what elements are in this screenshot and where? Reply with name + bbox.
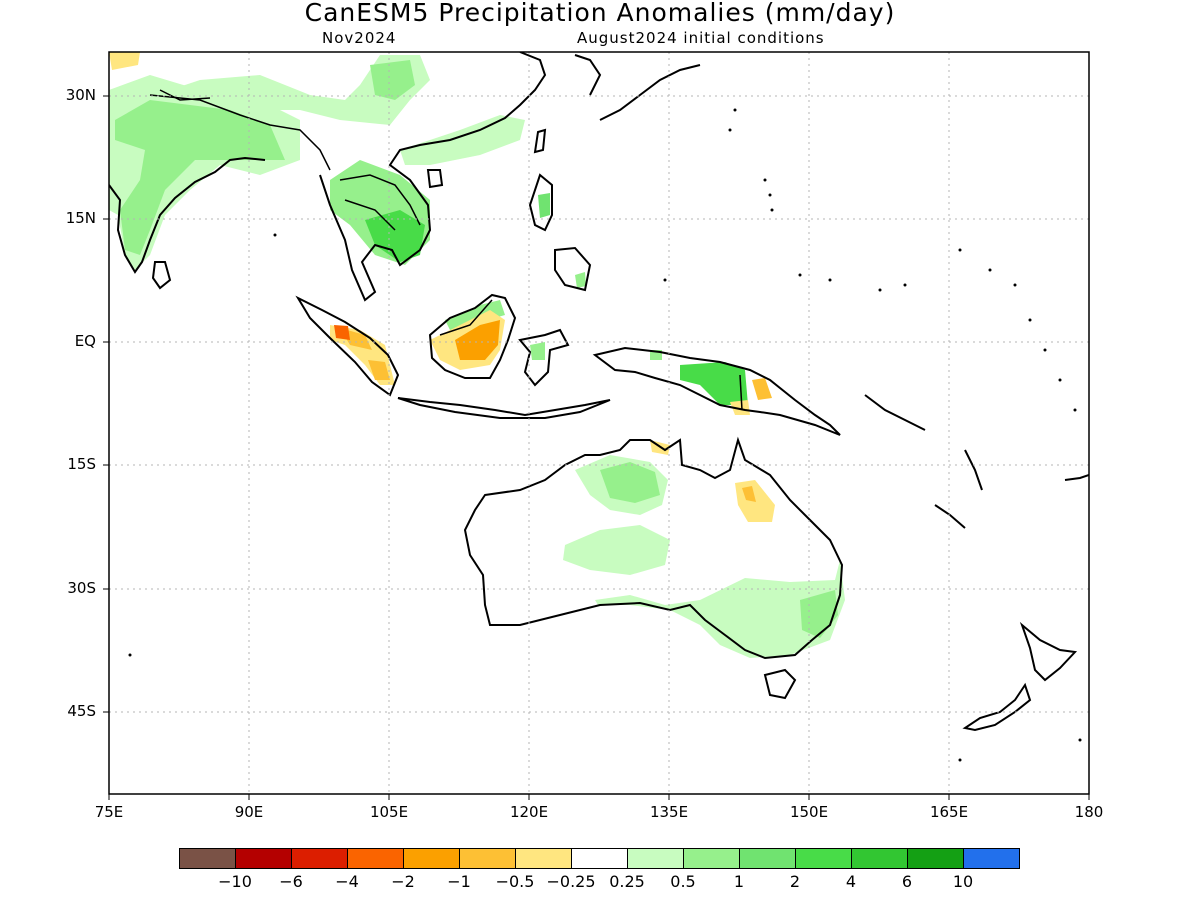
anomaly-borneo-core — [455, 320, 500, 360]
colorbar-label: 2 — [789, 872, 801, 891]
anomaly-north-australia-core — [600, 462, 660, 503]
map-title: CanESM5 Precipitation Anomalies (mm/day) — [304, 0, 896, 27]
lat-label: 45S — [67, 702, 96, 720]
colorbar-swatch — [403, 848, 460, 869]
coast-indochina — [319, 52, 547, 302]
lat-label: EQ — [74, 332, 96, 350]
anomaly-sumatra-core — [334, 325, 350, 340]
anomaly-sulawesi — [530, 342, 545, 360]
colorbar-swatch — [571, 848, 628, 869]
lon-label: 90E — [234, 803, 264, 821]
colorbar-swatch — [963, 848, 1020, 869]
colorbar-swatch — [347, 848, 404, 869]
lat-label: 30N — [65, 86, 96, 104]
colorbar-swatch — [851, 848, 908, 869]
lon-label: 150E — [789, 803, 829, 821]
anomaly-se-australia — [595, 560, 845, 658]
colorbar-label: −6 — [279, 872, 303, 891]
small-islands — [128, 108, 1082, 762]
gridlines — [109, 52, 1089, 794]
coastlines — [109, 52, 1089, 732]
coast-sumatra — [295, 295, 400, 397]
coast-sri-lanka — [151, 261, 172, 290]
colorbar-label: −2 — [391, 872, 415, 891]
boundaries — [149, 89, 743, 411]
initial-conditions: August2024 initial conditions — [577, 29, 825, 47]
colorbar-swatch — [907, 848, 964, 869]
lon-label: 165E — [929, 803, 969, 821]
colorbar-swatch — [515, 848, 572, 869]
forecast-month: Nov2024 — [322, 29, 397, 47]
anomaly-nw-corner — [109, 52, 140, 70]
colorbar-label: 4 — [845, 872, 857, 891]
colorbar-swatch — [627, 848, 684, 869]
colorbar-label: 0.25 — [609, 872, 645, 891]
anomaly-new-guinea-east — [752, 378, 772, 400]
lat-label: 15S — [67, 455, 96, 473]
coast-sulawesi — [518, 328, 570, 387]
colorbar-label: 10 — [952, 872, 974, 891]
colorbar-swatch — [235, 848, 292, 869]
coast-borneo — [428, 293, 517, 379]
lat-label: 15N — [65, 209, 96, 227]
coast-vanuatu — [964, 449, 983, 491]
colorbar-swatch — [739, 848, 796, 869]
anomaly-new-guinea-se — [730, 400, 750, 415]
colorbar-swatch — [459, 848, 516, 869]
anomaly-new-guinea-west — [680, 362, 748, 405]
anomaly-philippines-south — [575, 272, 586, 288]
coast-luzon — [528, 173, 553, 232]
coast-tasmania — [763, 668, 797, 700]
lon-label: 105E — [369, 803, 409, 821]
coast-india — [109, 156, 266, 274]
axis-ticks — [103, 95, 1090, 800]
anomaly-sumatra-south — [368, 360, 390, 380]
lat-label: 30S — [67, 579, 96, 597]
coast-nz-south — [962, 682, 1032, 732]
coast-solomons — [864, 394, 926, 431]
lon-label: 75E — [94, 803, 124, 821]
anomaly-central-australia — [563, 525, 670, 575]
anomaly-tibet-core — [370, 60, 415, 100]
colorbar-label: −1 — [447, 872, 471, 891]
anomaly-borneo-north — [445, 300, 505, 330]
coast-australia — [463, 436, 844, 660]
colorbar-swatch — [291, 848, 348, 869]
coast-hainan — [426, 169, 444, 189]
coast-japan — [599, 64, 701, 121]
coast-korea — [574, 54, 602, 96]
lon-label: 120E — [509, 803, 549, 821]
coast-new-caledonia — [934, 504, 966, 529]
anomaly-tibet — [155, 55, 430, 125]
colorbar-label: −0.25 — [546, 872, 596, 891]
coast-fiji — [1064, 474, 1089, 481]
anomaly-indochina-core — [365, 210, 425, 262]
colorbar-label: −4 — [335, 872, 359, 891]
coast-mindanao — [554, 246, 592, 292]
colorbar-label: −10 — [218, 872, 252, 891]
lon-label: 135E — [649, 803, 689, 821]
coast-nz-north — [1019, 621, 1078, 682]
colorbar-label: 6 — [901, 872, 913, 891]
coast-new-guinea — [592, 346, 841, 436]
anomaly-queensland-core — [742, 486, 756, 502]
coast-java — [397, 397, 611, 419]
colorbar-swatch — [179, 848, 236, 869]
anomaly-philippines — [538, 193, 550, 218]
anomaly-south-china — [400, 115, 525, 165]
colorbar-swatch — [683, 848, 740, 869]
colorbar-label: 0.5 — [670, 872, 696, 891]
colorbar-swatch — [795, 848, 852, 869]
lon-label: 180 — [1074, 803, 1104, 821]
colorbar-label: 1 — [733, 872, 745, 891]
anomaly-india-core — [115, 100, 285, 255]
coast-taiwan — [533, 128, 547, 154]
plot-frame — [108, 51, 1090, 795]
colorbar-label: −0.5 — [495, 872, 535, 891]
